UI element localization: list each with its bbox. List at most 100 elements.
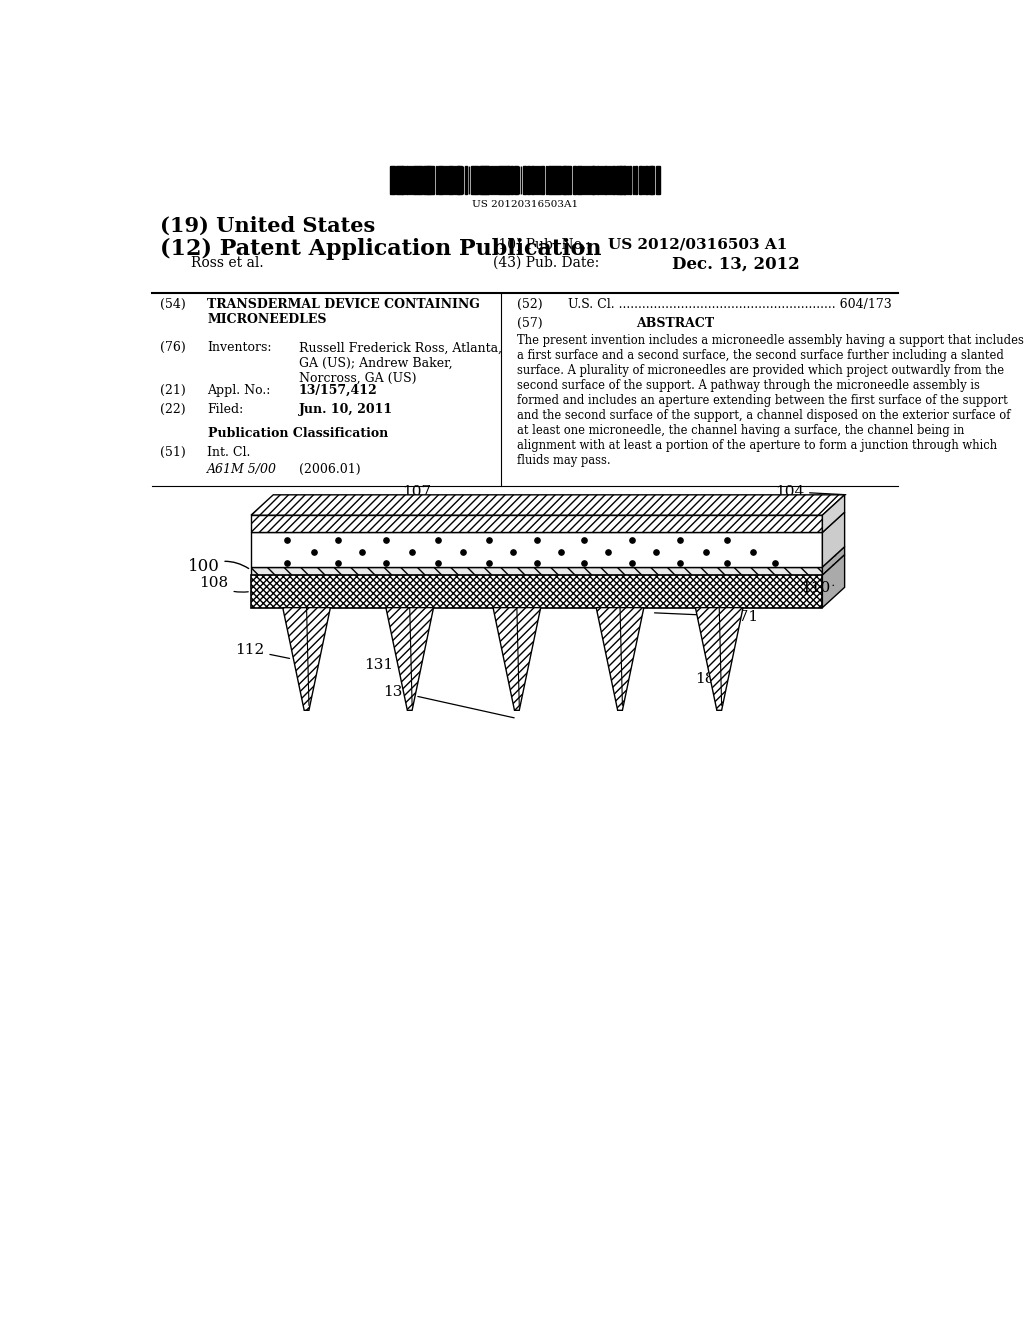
Text: (22): (22) [160, 404, 185, 416]
Text: Publication Classification: Publication Classification [209, 426, 389, 440]
Text: (12) Patent Application Publication: (12) Patent Application Publication [160, 238, 601, 260]
Bar [552, 165, 554, 194]
Bar [572, 165, 574, 194]
Bar [649, 165, 651, 194]
Bar [534, 165, 535, 194]
Bar [437, 165, 440, 194]
Polygon shape [386, 607, 433, 710]
Bar [633, 165, 634, 194]
Text: 170: 170 [809, 545, 838, 565]
Bar [429, 165, 431, 194]
Text: US 2012/0316503 A1: US 2012/0316503 A1 [608, 238, 787, 252]
Bar [604, 165, 606, 194]
Bar [443, 165, 445, 194]
Text: Appl. No.:: Appl. No.: [207, 384, 270, 397]
Bar [451, 165, 453, 194]
Bar [423, 165, 426, 194]
Text: U.S. Cl. ........................................................ 604/173: U.S. Cl. ...............................… [568, 297, 892, 310]
Bar [597, 165, 599, 194]
Bar [546, 165, 547, 194]
Text: (76): (76) [160, 342, 185, 354]
Text: (43) Pub. Date:: (43) Pub. Date: [494, 256, 599, 271]
Bar [585, 165, 586, 194]
Bar [524, 165, 526, 194]
Bar [398, 165, 400, 194]
Text: (10) Pub. No.:: (10) Pub. No.: [494, 238, 591, 252]
Bar [618, 165, 621, 194]
Bar [407, 165, 409, 194]
Bar [473, 165, 475, 194]
Text: Russell Frederick Ross, Atlanta,
GA (US); Andrew Baker,
Norcross, GA (US): Russell Frederick Ross, Atlanta, GA (US)… [299, 342, 502, 384]
Bar [538, 165, 539, 194]
Text: 108: 108 [200, 577, 248, 593]
Bar [639, 165, 641, 194]
Bar [506, 165, 509, 194]
Polygon shape [494, 607, 541, 710]
Bar [643, 165, 644, 194]
Bar [396, 165, 398, 194]
Bar [606, 165, 607, 194]
Bar [485, 165, 487, 194]
Bar [655, 165, 658, 194]
Bar [635, 165, 637, 194]
Bar [627, 165, 629, 194]
Bar [390, 165, 391, 194]
Bar [514, 165, 516, 194]
Text: Ross et al.: Ross et al. [191, 256, 264, 271]
Bar [471, 165, 473, 194]
Polygon shape [822, 554, 845, 607]
Text: 107: 107 [401, 484, 431, 499]
Bar [612, 165, 614, 194]
Bar [558, 165, 560, 194]
Text: (2006.01): (2006.01) [299, 463, 360, 477]
Polygon shape [596, 607, 644, 710]
Bar [445, 165, 447, 194]
Text: 180: 180 [695, 672, 725, 696]
Text: A61M 5/00: A61M 5/00 [207, 463, 278, 477]
Bar [554, 165, 556, 194]
Bar [439, 165, 442, 194]
Bar [481, 165, 483, 194]
Bar [531, 165, 534, 194]
Bar [623, 165, 625, 194]
Text: US 20120316503A1: US 20120316503A1 [472, 201, 578, 209]
Bar [479, 165, 481, 194]
Bar [614, 165, 615, 194]
Bar [465, 165, 467, 194]
Bar [409, 165, 410, 194]
Bar [516, 165, 518, 194]
Text: 110: 110 [801, 581, 834, 595]
Polygon shape [822, 512, 845, 568]
Bar [651, 165, 652, 194]
Text: 112: 112 [236, 643, 290, 659]
Bar [435, 165, 437, 194]
Text: TRANSDERMAL DEVICE CONTAINING
MICRONEEDLES: TRANSDERMAL DEVICE CONTAINING MICRONEEDL… [207, 297, 480, 326]
Text: (54): (54) [160, 297, 185, 310]
Text: 13/157,412: 13/157,412 [299, 384, 378, 397]
Bar [581, 165, 582, 194]
Polygon shape [251, 515, 822, 532]
Bar [621, 165, 622, 194]
Bar [645, 165, 647, 194]
Bar [568, 165, 569, 194]
Text: Int. Cl.: Int. Cl. [207, 446, 251, 459]
Bar [587, 165, 588, 194]
Bar [522, 165, 524, 194]
Bar [487, 165, 489, 194]
Bar [548, 165, 550, 194]
Text: 171: 171 [654, 610, 759, 624]
Bar [577, 165, 579, 194]
Bar [542, 165, 543, 194]
Bar [411, 165, 413, 194]
Bar [583, 165, 584, 194]
Bar [657, 165, 660, 194]
Bar [589, 165, 590, 194]
Text: (57): (57) [517, 317, 543, 330]
Polygon shape [251, 568, 822, 576]
Text: 131: 131 [365, 657, 415, 672]
Bar [449, 165, 451, 194]
Bar [498, 165, 500, 194]
Bar [483, 165, 485, 194]
Bar [502, 165, 504, 194]
Bar [566, 165, 568, 194]
